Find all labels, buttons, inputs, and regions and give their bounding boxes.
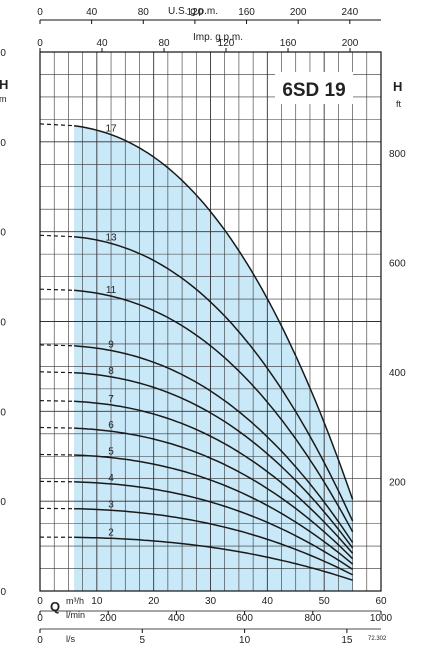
feet-tick-label: 800 — [389, 149, 406, 160]
curve-label-13: 13 — [105, 232, 117, 243]
imp-gpm-tick-label: 160 — [280, 38, 297, 49]
ls-tick-label: 0 — [37, 635, 43, 646]
curve-label-3: 3 — [108, 499, 114, 510]
metres-tick-label: 50 — [0, 497, 6, 508]
imp-gpm-tick-label: 80 — [158, 38, 170, 49]
us-gpm-tick-label: 200 — [290, 7, 307, 18]
h-right-unit: ft — [396, 99, 402, 109]
curve-label-11: 11 — [106, 285, 117, 296]
lmin-tick-label: 1000 — [370, 613, 393, 624]
lmin-tick-label: 0 — [37, 613, 43, 624]
curve-label-5: 5 — [108, 447, 114, 458]
ls-tick-label: 15 — [341, 635, 353, 646]
curve-label-2: 2 — [108, 527, 114, 538]
curve-label-17: 17 — [105, 124, 117, 135]
us-gpm-axis-label: U.S. g.p.m. — [168, 6, 218, 17]
m3h-tick-label: 50 — [319, 596, 331, 607]
m3h-tick-label: 10 — [91, 596, 103, 607]
feet-tick-label: 200 — [389, 477, 406, 488]
m3h-tick-label: 40 — [262, 596, 274, 607]
lmin-tick-label: 600 — [236, 613, 253, 624]
ls-tick-label: 5 — [140, 635, 146, 646]
curve-label-6: 6 — [108, 420, 114, 431]
h-left-unit: m — [0, 94, 7, 104]
curve-label-4: 4 — [108, 473, 114, 484]
curve-label-9: 9 — [108, 340, 114, 351]
lmin-tick-label: 400 — [168, 613, 185, 624]
m3h-tick-label: 60 — [375, 596, 387, 607]
chart-title: 6SD 19 — [282, 80, 345, 101]
m3h-axis-label: m³/h — [66, 596, 84, 606]
metres-tick-label: 300 — [0, 48, 6, 59]
us-gpm-tick-label: 240 — [341, 7, 358, 18]
feet-tick-label: 600 — [389, 258, 406, 269]
lmin-axis-label: l/min — [66, 610, 85, 620]
us-gpm-tick-label: 80 — [138, 7, 150, 18]
m3h-tick-label: 30 — [205, 596, 217, 607]
h-left-label: H — [0, 77, 8, 92]
m3h-zero-label: 0 — [37, 596, 43, 607]
q-axis-label: Q — [50, 599, 60, 614]
imp-gpm-tick-label: 0 — [37, 38, 43, 49]
feet-tick-label: 400 — [389, 368, 406, 379]
us-gpm-tick-label: 0 — [37, 7, 43, 18]
imp-gpm-tick-label: 40 — [96, 38, 108, 49]
imp-gpm-axis-label: Imp. g.p.m. — [193, 32, 243, 43]
curve-label-7: 7 — [108, 394, 114, 405]
metres-tick-label: 100 — [0, 407, 6, 418]
ls-axis-label: l/s — [66, 634, 76, 644]
imp-gpm-tick-label: 200 — [342, 38, 359, 49]
h-right-label: H — [393, 79, 402, 94]
m3h-tick-label: 20 — [148, 596, 160, 607]
metres-tick-label: 250 — [0, 138, 6, 149]
ls-tick-label: 10 — [239, 635, 251, 646]
curve-label-8: 8 — [108, 366, 114, 377]
us-gpm-tick-label: 160 — [238, 7, 255, 18]
metres-tick-label: 150 — [0, 318, 6, 329]
metres-tick-label: 200 — [0, 228, 6, 239]
us-gpm-tick-label: 40 — [86, 7, 98, 18]
lmin-tick-label: 200 — [100, 613, 117, 624]
chart-code: 72.302 — [368, 636, 387, 642]
lmin-tick-label: 800 — [304, 613, 321, 624]
metres-tick-label: 0 — [0, 587, 6, 598]
